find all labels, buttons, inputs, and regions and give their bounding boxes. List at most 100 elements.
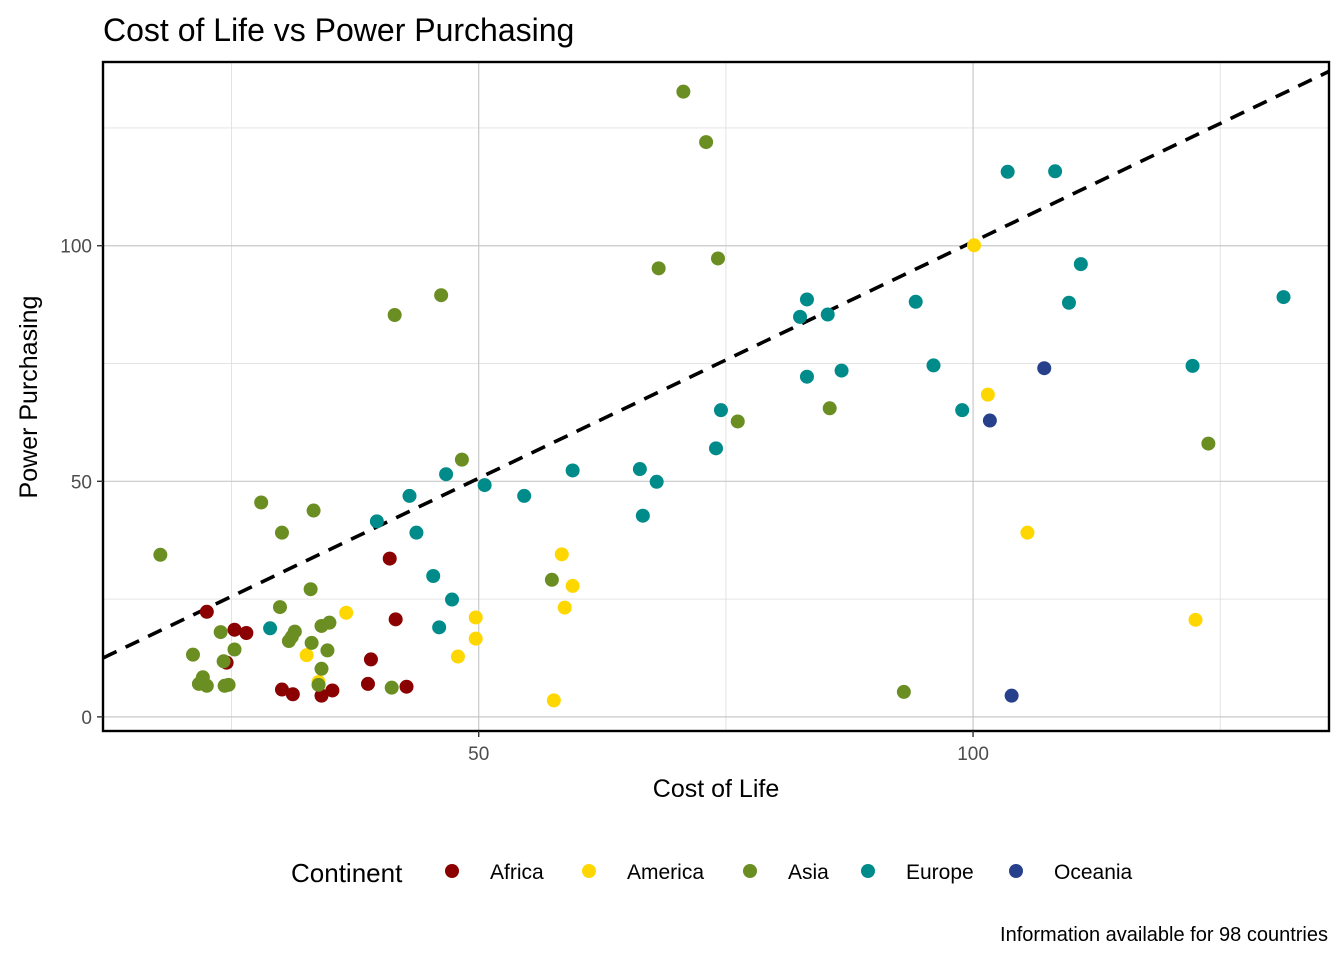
point-europe (439, 467, 454, 482)
y-tick-label: 0 (81, 708, 92, 729)
point-europe (820, 307, 835, 322)
point-asia (384, 680, 399, 695)
plot-panel-border (101, 60, 1331, 733)
point-asia (216, 654, 231, 669)
x-axis-title: Cost of Life (653, 775, 779, 803)
point-europe (1073, 257, 1088, 272)
legend-label-oceania: Oceania (1054, 861, 1133, 884)
point-europe (799, 369, 814, 384)
point-africa (388, 612, 403, 627)
point-america (980, 387, 995, 402)
point-asia (221, 677, 236, 692)
point-asia (387, 307, 402, 322)
y-tick-label: 100 (60, 237, 92, 258)
legend-label-america: America (627, 861, 704, 884)
point-europe (1276, 290, 1291, 305)
point-america (1188, 612, 1203, 627)
point-europe (908, 294, 923, 309)
point-asia (306, 503, 321, 518)
point-africa (274, 682, 289, 697)
point-america (339, 605, 354, 620)
point-asia (710, 251, 725, 266)
point-europe (1000, 164, 1015, 179)
points-layer (153, 84, 1291, 708)
point-europe (369, 514, 384, 529)
point-asia (434, 288, 449, 303)
point-oceania (1037, 361, 1052, 376)
point-europe (713, 403, 728, 418)
point-asia (274, 525, 289, 540)
legend-key-asia (743, 864, 757, 878)
point-europe (263, 621, 278, 636)
chart-caption: Information available for 98 countries (1000, 924, 1328, 946)
point-europe (834, 363, 849, 378)
y-axis-ticks: 0 50 100 (60, 237, 103, 729)
point-europe (632, 462, 647, 477)
point-asia (730, 414, 745, 429)
point-america (468, 610, 483, 625)
legend-label-africa: Africa (490, 861, 544, 884)
point-asia (1201, 436, 1216, 451)
point-europe (409, 525, 424, 540)
point-asia (287, 624, 302, 639)
point-asia (322, 615, 337, 630)
point-africa (239, 626, 254, 641)
point-europe (1061, 295, 1076, 310)
legend-title: Continent (291, 858, 403, 888)
point-africa (227, 622, 242, 637)
point-america (557, 600, 572, 615)
x-axis-ticks: 50 100 (468, 731, 989, 765)
point-asia (314, 661, 329, 676)
legend: Continent Africa America Asia Europe Oceania (291, 858, 1133, 888)
point-asia (676, 84, 691, 99)
legend-key-america (582, 864, 596, 878)
y-axis-title: Power Purchasing (15, 296, 43, 499)
point-europe (565, 463, 580, 478)
point-america (967, 238, 982, 253)
point-europe (426, 568, 441, 583)
point-america (299, 648, 314, 663)
point-asia (153, 547, 168, 562)
point-africa (360, 676, 375, 691)
legend-key-africa (445, 864, 459, 878)
point-europe (402, 488, 417, 503)
point-asia (227, 642, 242, 657)
point-europe (926, 358, 941, 373)
point-europe (1185, 358, 1200, 373)
point-oceania (1004, 688, 1019, 703)
point-asia (254, 495, 269, 510)
legend-key-oceania (1009, 864, 1023, 878)
point-asia (896, 684, 911, 699)
point-asia (199, 678, 214, 693)
point-asia (320, 643, 335, 658)
x-tick-label: 50 (468, 744, 489, 765)
point-oceania (982, 413, 997, 428)
point-asia (213, 625, 228, 640)
point-asia (544, 572, 559, 587)
y-tick-label: 50 (71, 472, 92, 493)
grid (103, 62, 1329, 731)
point-europe (517, 488, 532, 503)
point-europe (635, 508, 650, 523)
point-america (546, 693, 561, 708)
point-asia (303, 582, 318, 597)
point-europe (432, 620, 447, 635)
point-asia (651, 261, 666, 276)
point-europe (477, 478, 492, 493)
point-europe (793, 309, 808, 324)
point-america (450, 649, 465, 664)
point-africa (399, 679, 414, 694)
point-africa (363, 652, 378, 667)
point-asia (454, 452, 469, 467)
point-america (1020, 525, 1035, 540)
point-asia (272, 600, 287, 615)
point-africa (199, 604, 214, 619)
legend-label-europe: Europe (906, 861, 974, 884)
chart-title: Cost of Life vs Power Purchasing (103, 12, 574, 48)
point-asia (311, 677, 326, 692)
point-africa (382, 551, 397, 566)
point-europe (955, 403, 970, 418)
point-asia (822, 401, 837, 416)
point-america (468, 631, 483, 646)
